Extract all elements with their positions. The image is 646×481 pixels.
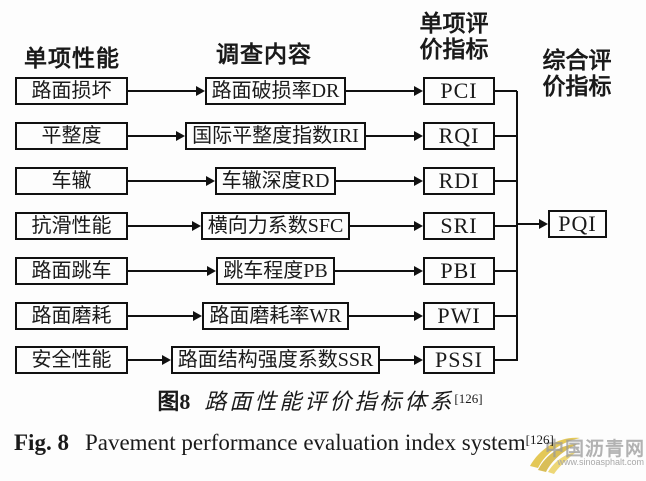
index-box: SRI (423, 212, 495, 240)
flow-row: 路面跳车 跳车程度PB PBI (15, 257, 517, 285)
connector-line (495, 135, 518, 137)
index-box: PCI (423, 77, 496, 105)
watermark: 中国沥青网 www.sinoasphalt.com (524, 424, 646, 476)
arrow-right-icon (128, 77, 205, 105)
survey-box: 路面破损率DR (204, 77, 347, 105)
flow-row: 车辙 车辙深度RD RDI (15, 167, 518, 195)
composite-index-box: PQI (548, 210, 607, 238)
header-single-evaluation-index: 单项评 价指标 (412, 11, 496, 63)
header-single-evaluation-index-line1: 单项评 (419, 11, 489, 36)
connector-line (495, 315, 517, 317)
caption-english-label: Fig. 8 (14, 430, 69, 455)
index-box: PBI (423, 257, 495, 285)
survey-box: 路面磨耗率WR (202, 302, 349, 330)
performance-box: 车辙 (15, 167, 128, 195)
arrow-right-icon (128, 122, 185, 150)
header-composite-evaluation-index: 综合评 价指标 (534, 48, 620, 100)
connector-line (495, 225, 517, 227)
index-box: RDI (423, 167, 496, 195)
watermark-site-name: 中国沥青网 (544, 439, 645, 460)
header-single-performance: 单项性能 (24, 46, 120, 71)
survey-box: 车辙深度RD (214, 167, 337, 195)
header-composite-evaluation-index-line1: 综合评 (542, 48, 612, 73)
header-single-evaluation-index-line2: 价指标 (419, 37, 489, 62)
arrow-right-icon (349, 302, 423, 330)
watermark-site-url: www.sinoasphalt.com (557, 457, 644, 467)
performance-box: 抗滑性能 (15, 212, 128, 240)
arrow-right-icon (335, 257, 423, 285)
performance-box: 安全性能 (15, 346, 128, 374)
flow-row: 抗滑性能 横向力系数SFC SRI (15, 212, 517, 240)
caption-chinese-reference: [126] (454, 391, 483, 406)
arrow-right-icon (128, 302, 202, 330)
performance-box: 路面磨耗 (15, 302, 128, 330)
index-box: PWI (423, 302, 495, 330)
performance-box: 路面损坏 (15, 77, 128, 105)
performance-box: 平整度 (15, 122, 128, 150)
arrow-right-icon (380, 346, 423, 374)
survey-box: 国际平整度指数IRI (185, 122, 366, 150)
survey-box: 横向力系数SFC (200, 212, 351, 240)
arrow-right-icon (128, 346, 171, 374)
sinoasphalt-logo-icon (530, 437, 580, 474)
survey-box: 跳车程度PB (216, 257, 335, 285)
index-box: PSSI (423, 346, 495, 374)
caption-chinese-label: 图8 (157, 389, 191, 414)
arrow-right-icon (517, 215, 548, 233)
performance-box: 路面跳车 (15, 257, 128, 285)
connector-line (495, 359, 517, 361)
flow-row: 平整度 国际平整度指数IRI RQI (15, 122, 518, 150)
header-composite-evaluation-index-line2: 价指标 (542, 74, 612, 99)
arrow-right-icon (366, 122, 423, 150)
arrow-right-icon (350, 212, 423, 240)
connector-line (495, 90, 518, 92)
arrow-right-icon (128, 167, 215, 195)
connector-line (495, 270, 517, 272)
flow-row: 路面磨耗 路面磨耗率WR PWI (15, 302, 517, 330)
caption-chinese-text: 路面性能评价指标体系 (204, 389, 455, 414)
arrow-right-icon (128, 212, 201, 240)
index-box: RQI (423, 122, 496, 150)
caption-english: Fig. 8 Pavement performance evaluation in… (14, 430, 646, 456)
flow-row: 路面损坏 路面破损率DR PCI (15, 77, 518, 105)
arrow-right-icon (346, 77, 423, 105)
caption-english-reference: [126] (525, 432, 554, 447)
arrow-right-icon (128, 257, 216, 285)
flow-row: 安全性能 路面结构强度系数SSR PSSI (15, 346, 517, 374)
caption-chinese: 图8 路面性能评价指标体系[126] (0, 384, 640, 416)
header-survey-content: 调查内容 (216, 42, 312, 67)
survey-box: 路面结构强度系数SSR (170, 346, 381, 374)
caption-english-text: Pavement performance evaluation index sy… (84, 430, 526, 455)
arrow-right-icon (336, 167, 423, 195)
connector-line (495, 180, 518, 182)
